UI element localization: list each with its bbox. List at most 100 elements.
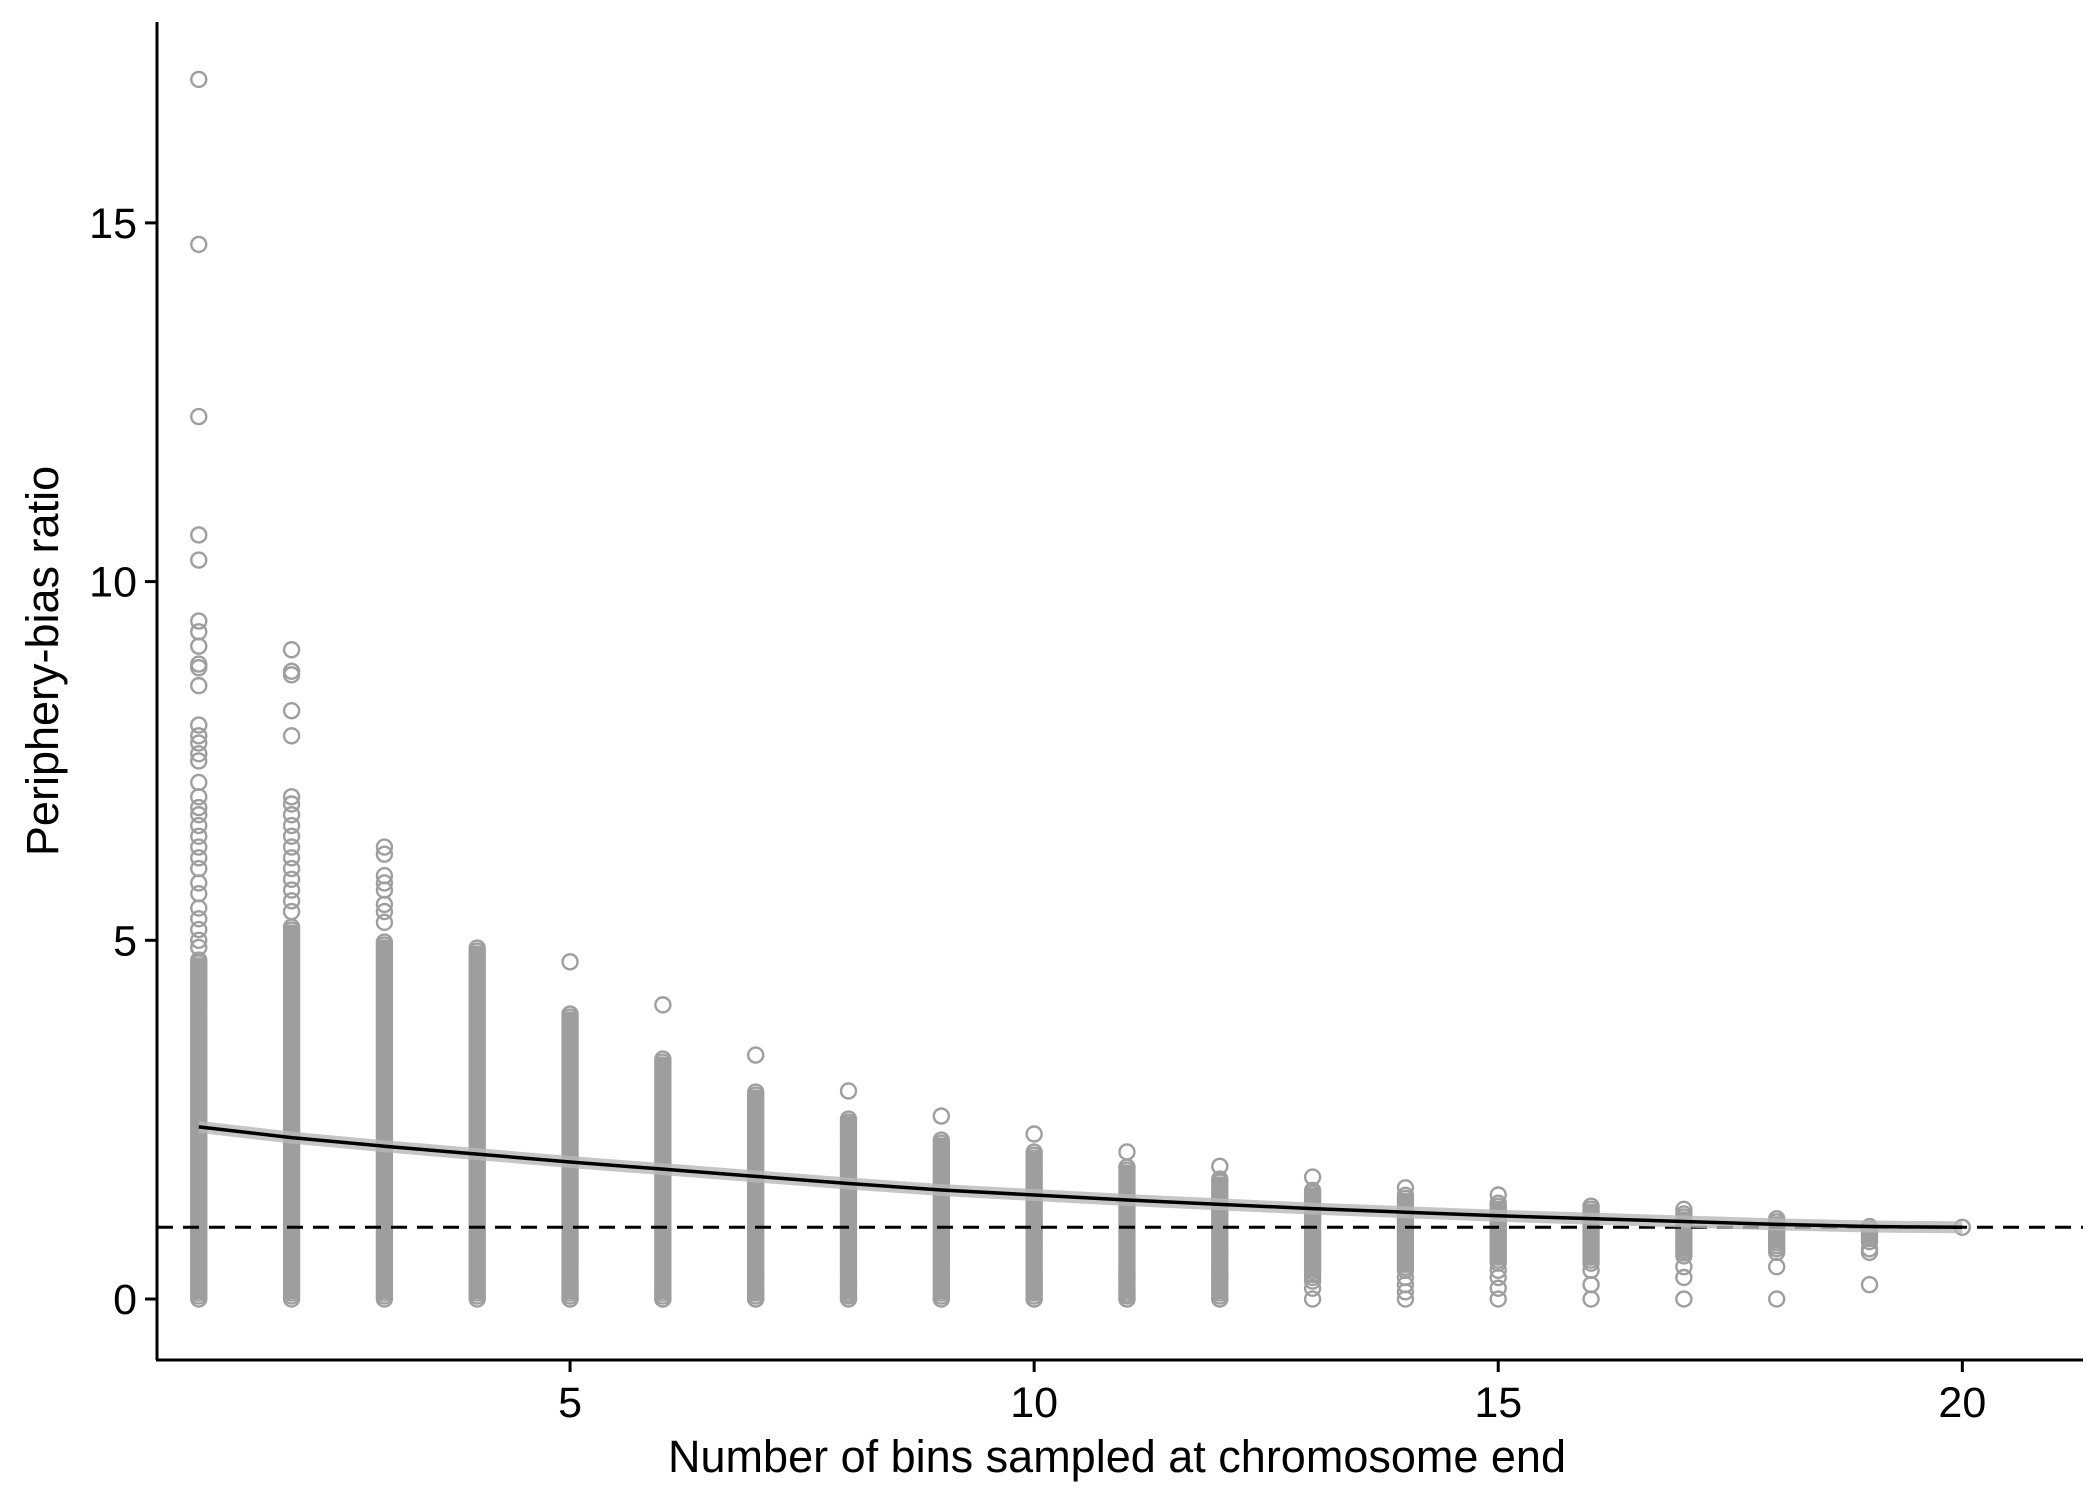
data-point xyxy=(1025,1283,1043,1301)
data-point xyxy=(190,849,208,867)
dense-points xyxy=(748,1090,764,1300)
data-point xyxy=(282,881,301,899)
data-point xyxy=(190,734,208,752)
data-point xyxy=(1489,1279,1507,1297)
dense-points xyxy=(376,940,392,1300)
data-point xyxy=(190,788,208,806)
point-column xyxy=(282,641,301,1308)
data-point xyxy=(1303,1290,1322,1308)
dense-points xyxy=(562,1012,578,1300)
data-point xyxy=(561,953,579,971)
data-point xyxy=(1489,1261,1507,1280)
x-tick-label: 10 xyxy=(1010,1379,1058,1427)
data-point xyxy=(1118,1143,1136,1161)
data-point xyxy=(1489,1290,1507,1308)
point-column xyxy=(561,953,579,1308)
y-tick-label: 5 xyxy=(113,917,137,965)
data-point xyxy=(1211,1290,1229,1308)
point-column xyxy=(1025,1125,1043,1308)
point-column xyxy=(1489,1186,1507,1308)
data-point xyxy=(282,892,301,910)
data-point xyxy=(375,874,394,892)
data-point xyxy=(1675,1258,1693,1276)
data-point xyxy=(282,859,301,878)
y-tick-label: 15 xyxy=(89,200,137,248)
data-point xyxy=(190,827,208,845)
data-point xyxy=(746,1046,765,1064)
data-point xyxy=(932,1107,951,1125)
data-point xyxy=(654,1290,672,1308)
data-point xyxy=(190,637,208,655)
data-point xyxy=(282,838,301,856)
data-point xyxy=(190,874,208,892)
y-tick-label: 0 xyxy=(113,1276,137,1324)
data-point xyxy=(1025,1272,1043,1290)
data-point xyxy=(190,920,208,939)
data-point xyxy=(375,845,394,863)
data-point xyxy=(1211,1157,1229,1175)
data-point xyxy=(190,716,208,734)
data-point xyxy=(282,702,301,720)
data-point xyxy=(190,658,208,677)
data-point xyxy=(1118,1290,1136,1308)
data-point xyxy=(282,827,301,845)
data-point xyxy=(190,798,208,817)
data-point xyxy=(1303,1272,1322,1290)
data-point xyxy=(190,938,208,957)
point-column xyxy=(1396,1179,1415,1308)
data-point xyxy=(932,1290,951,1308)
point-column xyxy=(932,1107,951,1308)
data-point xyxy=(561,1279,579,1297)
data-point xyxy=(1303,1168,1322,1186)
dense-points xyxy=(469,947,485,1300)
x-axis-title: Number of bins sampled at chromosome end xyxy=(668,1431,1566,1482)
x-tick-label: 5 xyxy=(558,1379,582,1427)
data-point xyxy=(190,676,208,695)
data-point xyxy=(1025,1125,1043,1143)
data-point xyxy=(282,806,301,824)
dense-points xyxy=(655,1058,671,1300)
points-layer xyxy=(190,70,1972,1308)
dense-points xyxy=(1119,1166,1135,1300)
data-point xyxy=(282,666,301,684)
data-point xyxy=(375,895,394,914)
data-point xyxy=(1860,1275,1879,1294)
data-point xyxy=(190,884,208,903)
point-column xyxy=(1118,1143,1136,1308)
data-point xyxy=(190,70,208,89)
data-point xyxy=(282,727,301,745)
data-point xyxy=(190,816,208,835)
point-column xyxy=(839,1082,858,1308)
data-point xyxy=(839,1290,858,1308)
y-tick-label: 10 xyxy=(89,559,137,607)
data-point xyxy=(1396,1290,1415,1308)
data-point xyxy=(190,806,208,824)
data-point xyxy=(1303,1279,1322,1297)
data-point xyxy=(654,996,672,1014)
data-point xyxy=(932,1279,951,1297)
dense-points xyxy=(841,1116,857,1300)
data-point xyxy=(282,902,301,921)
data-point xyxy=(190,612,208,630)
data-point xyxy=(282,641,301,659)
data-point xyxy=(190,838,208,856)
data-point xyxy=(1860,1243,1879,1262)
axes-layer xyxy=(155,22,2083,1362)
data-point xyxy=(1582,1275,1600,1294)
y-axis-title: Periphery-bias ratio xyxy=(17,466,68,856)
data-point xyxy=(1675,1268,1693,1287)
data-point xyxy=(375,902,394,921)
data-point xyxy=(190,745,208,763)
data-point xyxy=(190,773,208,792)
data-point xyxy=(561,1290,579,1308)
data-point xyxy=(839,1082,858,1100)
data-point xyxy=(1025,1290,1043,1308)
data-point xyxy=(375,838,394,856)
data-point xyxy=(282,788,301,806)
data-point xyxy=(282,795,301,813)
data-point xyxy=(190,623,208,641)
data-point xyxy=(282,870,301,889)
data-point xyxy=(746,1283,765,1301)
confidence-band xyxy=(198,1120,1963,1234)
